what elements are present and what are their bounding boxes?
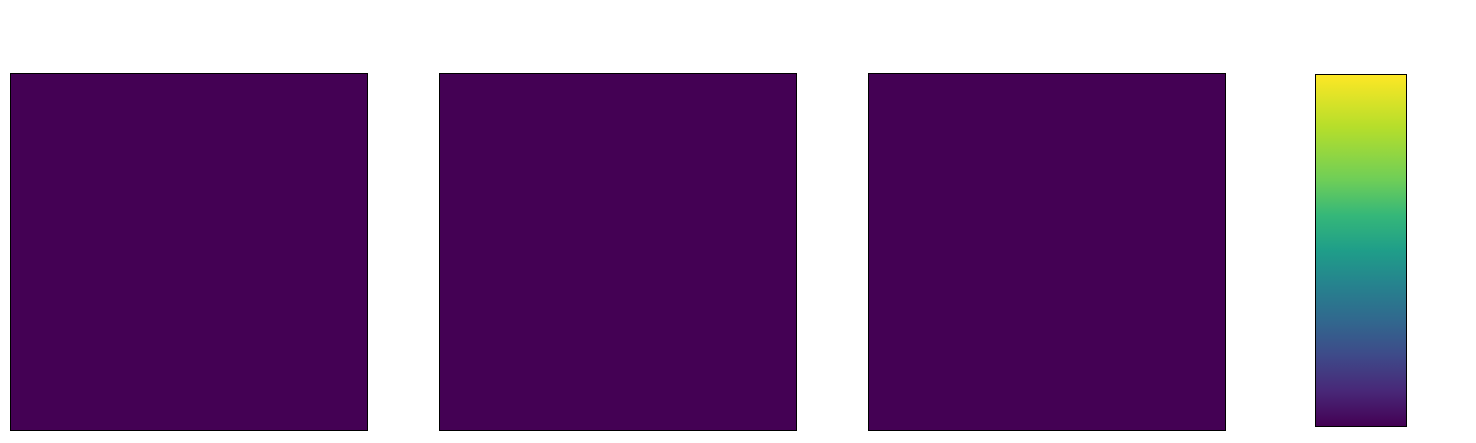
- difference-heatmap-plot: [869, 74, 1225, 430]
- predicted-heatmap-plot: [11, 74, 367, 430]
- difference-heatmap: [868, 73, 1226, 431]
- true-heatmap: [439, 73, 797, 431]
- colorbar: [1315, 74, 1407, 427]
- predicted-heatmap: [10, 73, 368, 431]
- true-heatmap-plot: [440, 74, 796, 430]
